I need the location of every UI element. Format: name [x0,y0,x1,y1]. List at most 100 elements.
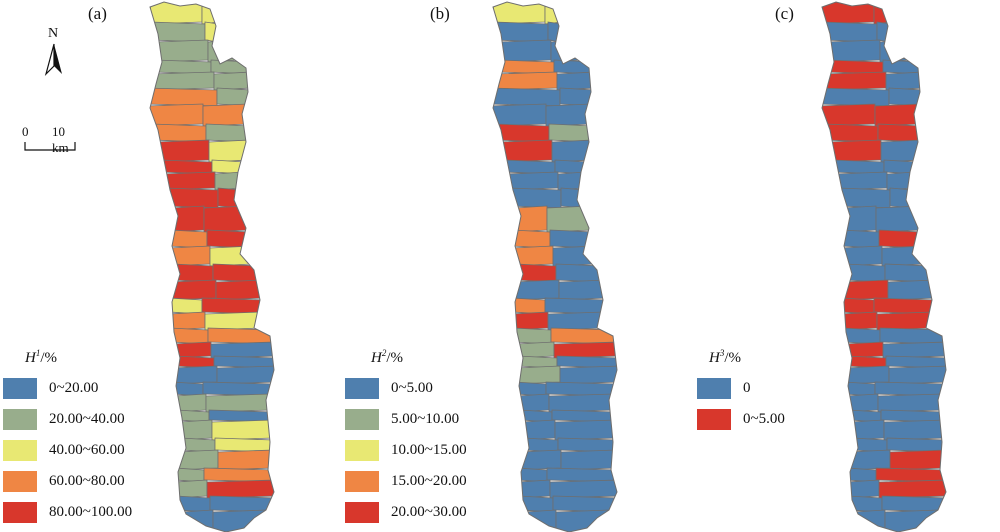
sub-basin [545,103,592,127]
sub-basin [217,187,242,209]
sub-basin [875,205,922,233]
legend-label: 0~20.00 [49,380,99,396]
sub-basin [556,355,617,369]
sub-basin [841,327,881,345]
sub-basin [201,2,219,25]
legend-label: 40.00~60.00 [49,442,125,458]
sub-basin [544,2,562,25]
sub-basin [154,39,209,63]
sub-basin [560,449,617,471]
sub-basin [203,467,274,483]
sub-basin [505,171,559,191]
sub-basin [512,327,552,345]
legend-swatch [3,378,37,399]
legend-swatch [345,502,379,523]
legend-swatch [345,409,379,430]
legend-item: 0 [697,373,785,404]
legend-swatch [345,440,379,461]
legend-c: H3/% 0 0~5.00 [697,348,785,435]
legend-swatch [3,409,37,430]
sub-basin [216,365,274,385]
legend-label: 15.00~20.00 [391,473,467,489]
sub-basin [889,449,946,471]
sub-basin [206,479,274,499]
legend-item: 10.00~15.00 [345,435,467,466]
sub-basin [172,263,214,283]
legend-label: 20.00~30.00 [391,504,467,520]
sub-basin [847,495,883,513]
map-panel-a [149,1,275,532]
sub-basin [885,71,925,91]
sub-basin [556,71,596,91]
sub-basin [553,341,617,359]
map-panel-b [492,1,618,532]
sub-basin [518,495,554,513]
sub-basin [882,341,946,359]
sub-basin [150,71,215,91]
sub-basin [552,495,617,513]
map-panel-c [821,1,947,532]
legend-label: 0~5.00 [391,380,433,396]
sub-basin [165,187,219,209]
panel-label-c: (c) [775,4,794,23]
sub-basin [493,71,558,91]
sub-basin [502,159,556,175]
sub-basin [155,139,210,163]
sub-basin [207,327,274,345]
legend-a: H1/% 0~20.00 20.00~40.00 40.00~60.00 60.… [3,348,132,528]
sub-basin [549,479,617,499]
sub-basin [202,381,274,397]
sub-basin [874,381,946,397]
sub-basin [515,263,557,283]
sub-basin [209,495,274,513]
sub-basin [217,449,274,471]
legend-swatch [3,471,37,492]
sub-basin [204,311,262,331]
basin-outline [821,1,947,532]
sub-basin [876,311,934,331]
sub-basin [874,103,921,127]
legend-item: 0~20.00 [3,373,132,404]
legend-item: 15.00~20.00 [345,466,467,497]
legend-swatch [3,502,37,523]
sub-basin [213,71,253,91]
sub-basin [546,205,593,233]
sub-basin [159,159,213,175]
sub-basin [210,341,274,359]
sub-basin [544,297,607,315]
sub-basin [214,437,274,453]
sub-basin [546,467,617,483]
legend-item: 20.00~40.00 [3,404,132,435]
legend-item: 60.00~80.00 [3,466,132,497]
sub-basin [209,245,254,267]
sub-basin [212,263,261,283]
legend-label: 60.00~80.00 [49,473,125,489]
sub-basin [213,355,274,369]
legend-item: 40.00~60.00 [3,435,132,466]
sub-basin [873,2,891,25]
sub-basin [511,297,546,315]
sub-basin [548,393,615,413]
sub-basin [878,479,946,499]
sub-basin [515,365,561,385]
sub-basin [172,365,218,385]
sub-basin [547,311,605,331]
legend-title-a: H1/% [25,348,58,366]
sub-basin [889,187,914,209]
sub-basin [559,365,617,385]
sub-basin [840,297,875,315]
legend-label: 0~5.00 [743,411,785,427]
sub-basin [150,87,218,107]
scale-bar: 0 10 km [22,124,82,155]
sub-basin [547,21,562,43]
legend-b: H2/% 0~5.00 5.00~10.00 10.00~15.00 15.00… [345,348,467,528]
sub-basin [202,103,249,127]
sub-basin [873,297,936,315]
sub-basin [844,365,890,385]
legend-swatch [345,378,379,399]
sub-basin [508,187,562,209]
sub-basin [840,311,878,331]
sub-basin [822,71,887,91]
sub-basin [884,263,933,283]
sub-basin [154,59,212,75]
